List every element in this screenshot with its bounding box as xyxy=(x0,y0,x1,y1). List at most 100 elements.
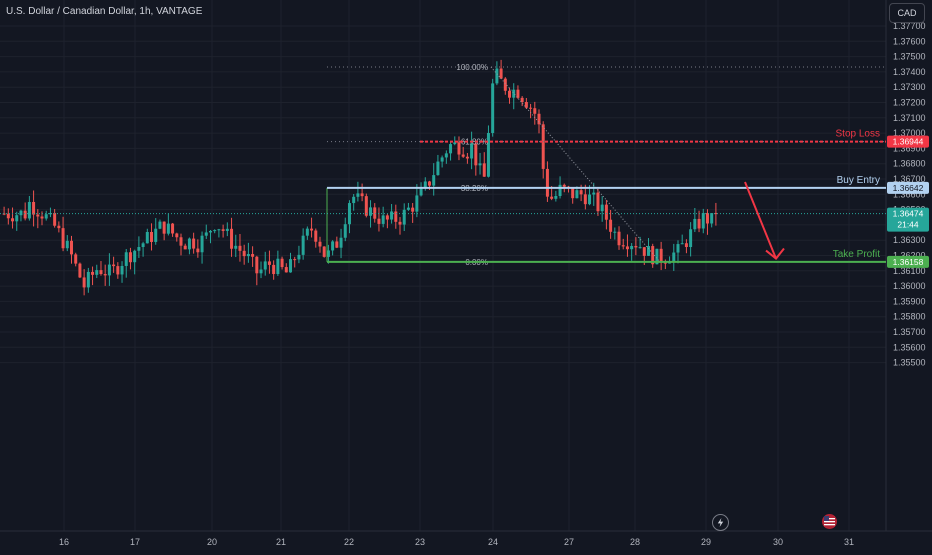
x-tick-label: 30 xyxy=(773,537,783,547)
candle-body xyxy=(655,248,659,265)
candle-body xyxy=(40,216,44,219)
candle-body xyxy=(204,232,208,236)
price-tag-label: 1.36158 xyxy=(893,257,924,267)
y-tick-label: 1.35500 xyxy=(893,358,926,368)
y-tick-label: 1.36200 xyxy=(893,251,926,261)
candle-body xyxy=(280,258,284,268)
candle-body xyxy=(192,238,196,249)
y-tick-label: 1.36700 xyxy=(893,174,926,184)
candle-body xyxy=(267,261,271,265)
candle-body xyxy=(150,231,154,242)
candle-body xyxy=(162,221,166,234)
candle-body xyxy=(364,196,368,216)
candle-body xyxy=(625,246,629,250)
price-tag xyxy=(887,255,929,268)
candle-body xyxy=(154,228,158,242)
x-tick-label: 16 xyxy=(59,537,69,547)
candle-body xyxy=(423,181,427,188)
candle-body xyxy=(86,271,90,288)
x-tick-label: 27 xyxy=(564,537,574,547)
candle-body xyxy=(449,144,453,154)
lightning-icon[interactable] xyxy=(712,514,729,531)
candle-body xyxy=(465,156,469,159)
candle-body xyxy=(251,254,255,257)
candle-body xyxy=(647,246,651,256)
us-flag-icon[interactable] xyxy=(822,514,837,529)
x-tick-label: 23 xyxy=(415,537,425,547)
candle-body xyxy=(457,142,461,155)
candle-body xyxy=(103,274,107,276)
candle-body xyxy=(120,265,124,275)
x-tick-label: 29 xyxy=(701,537,711,547)
x-tick-label: 28 xyxy=(630,537,640,547)
candle-body xyxy=(575,190,579,199)
fib-level-label: 61.80% xyxy=(461,138,488,147)
candle-body xyxy=(95,270,99,275)
candle-body xyxy=(596,192,600,212)
candle-body xyxy=(297,254,301,260)
candle-body xyxy=(242,250,246,257)
candle-body xyxy=(221,229,225,231)
y-tick-label: 1.35900 xyxy=(893,296,926,306)
currency-selector[interactable]: CAD xyxy=(889,3,925,23)
candle-body xyxy=(659,248,663,263)
candle-body xyxy=(689,229,693,248)
candle-body xyxy=(276,258,280,275)
candle-body xyxy=(284,267,288,273)
candle-body xyxy=(693,218,697,230)
candle-body xyxy=(592,192,596,195)
candle-body xyxy=(57,225,61,229)
candle-body xyxy=(600,204,604,212)
candle-body xyxy=(684,243,688,248)
price-tag-label: 1.36642 xyxy=(893,183,924,193)
candle-body xyxy=(491,83,495,133)
candle-body xyxy=(402,209,406,225)
candle-body xyxy=(604,204,608,220)
candle-body xyxy=(347,203,351,225)
candle-body xyxy=(48,213,52,215)
candle-body xyxy=(663,262,667,264)
y-tick-label: 1.37100 xyxy=(893,113,926,123)
candle-body xyxy=(390,211,394,220)
price-tag xyxy=(887,181,929,194)
candle-body xyxy=(533,108,537,114)
candle-body xyxy=(305,228,309,236)
candle-body xyxy=(453,142,457,145)
candle-body xyxy=(128,252,132,263)
candle-body xyxy=(440,157,444,162)
y-tick-label: 1.37700 xyxy=(893,21,926,31)
candle-body xyxy=(175,233,179,238)
current-price-label: 1.36474 xyxy=(893,209,924,219)
candle-body xyxy=(74,254,78,264)
candle-body xyxy=(541,124,545,169)
y-tick-label: 1.35600 xyxy=(893,342,926,352)
candle-body xyxy=(2,213,6,215)
candle-body xyxy=(701,213,705,229)
candle-body xyxy=(470,143,474,159)
projection-arrow-head xyxy=(765,247,785,260)
candle-body xyxy=(613,231,617,233)
candle-body xyxy=(499,68,503,79)
candle-body xyxy=(137,247,141,251)
candle-body xyxy=(529,107,533,109)
candle-body xyxy=(213,230,217,232)
candle-body xyxy=(676,244,680,253)
candle-body xyxy=(112,264,116,267)
candle-body xyxy=(171,223,175,234)
candle-body xyxy=(289,259,293,273)
y-tick-label: 1.37200 xyxy=(893,98,926,108)
y-tick-label: 1.37400 xyxy=(893,67,926,77)
candle-body xyxy=(335,241,339,248)
candle-body xyxy=(356,193,360,197)
x-tick-label: 20 xyxy=(207,537,217,547)
candle-body xyxy=(15,215,19,222)
x-tick-label: 31 xyxy=(844,537,854,547)
current-price-tag xyxy=(887,207,929,232)
candle-body xyxy=(158,221,162,229)
candle-body xyxy=(230,228,234,249)
candle-body xyxy=(436,161,440,176)
candle-body xyxy=(6,213,10,219)
candle-body xyxy=(672,252,676,263)
